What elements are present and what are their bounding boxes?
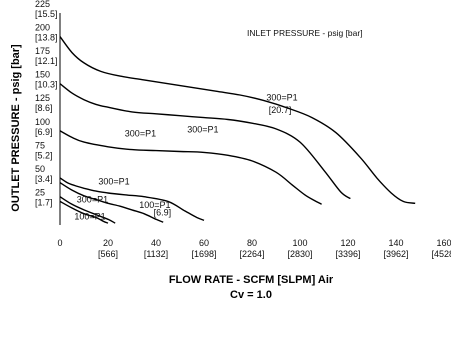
- y-tick-label: 150: [35, 70, 50, 80]
- pressure-curve: [59, 196, 116, 224]
- x-tick-label: 140: [388, 238, 403, 248]
- legend-title: INLET PRESSURE - psig [bar]: [247, 28, 363, 38]
- x-tick-sub-label: [3396]: [335, 249, 360, 259]
- pressure-curve: [59, 200, 109, 224]
- x-axis-ticks: 0 20[566] 40[1132] 60[1698] 80[2264] 100[2830…: [57, 238, 451, 259]
- x-tick-sub-label: [2264]: [239, 249, 264, 259]
- y-tick-label: 175: [35, 46, 50, 56]
- curve-label: 100=P1: [74, 211, 105, 221]
- x-tick-label: 20: [103, 238, 113, 248]
- pressure-curve: [59, 83, 351, 200]
- y-tick-label: 125: [35, 93, 50, 103]
- x-tick-sub-label: [3962]: [383, 249, 408, 259]
- y-axis-ticks: 25[1.7] 50[3.4] 75[5.2] 100[6.9] 125[8.6] 150…: [35, 0, 58, 207]
- y-tick-sub-label: [1.7]: [35, 197, 53, 207]
- curve-label: 300=P1: [125, 128, 156, 138]
- y-tick-label: 100: [35, 117, 50, 127]
- pressure-curve: [59, 130, 322, 205]
- curve-label-group: 300=P1 [20.7] 300=P1 300=P1 300=P1 300=P1 100=…: [74, 93, 297, 222]
- chart-subtitle: Cv = 1.0: [230, 289, 272, 301]
- y-tick-label: 225: [35, 0, 50, 9]
- y-tick-sub-label: [15.5]: [35, 9, 58, 19]
- y-tick-label: 200: [35, 23, 50, 33]
- x-tick-label: 60: [199, 238, 209, 248]
- curve-label: 300=P1: [266, 93, 297, 103]
- y-tick-sub-label: [5.2]: [35, 150, 53, 160]
- x-tick-sub-label: [1698]: [191, 249, 216, 259]
- y-tick-sub-label: [10.3]: [35, 80, 58, 90]
- x-tick-label: 40: [151, 238, 161, 248]
- pressure-curve: [59, 177, 205, 221]
- pressure-curve: [59, 36, 416, 204]
- y-tick-label: 50: [35, 164, 45, 174]
- x-tick-sub-label: [1132]: [144, 249, 168, 259]
- x-tick-sub-label: [566]: [98, 249, 118, 259]
- x-tick-sub-label: [2830]: [287, 249, 312, 259]
- x-tick-label: 100: [292, 238, 307, 248]
- x-tick-label: 80: [247, 238, 257, 248]
- x-axis-title: FLOW RATE - SCFM [SLPM] Air: [169, 274, 334, 286]
- curve-label: 300=P1: [77, 194, 108, 204]
- curve-group: [59, 36, 416, 224]
- y-tick-sub-label: [8.6]: [35, 103, 53, 113]
- curve-label: [20.7]: [269, 105, 292, 115]
- pressure-curve: [59, 182, 164, 223]
- curve-label: 300=P1: [98, 176, 129, 186]
- curve-label: 300=P1: [187, 125, 218, 135]
- x-tick-label: 120: [340, 238, 355, 248]
- y-tick-label: 25: [35, 187, 45, 197]
- y-tick-label: 75: [35, 140, 45, 150]
- y-tick-sub-label: [12.1]: [35, 56, 58, 66]
- curve-label: 100=P1: [139, 200, 170, 210]
- y-tick-sub-label: [13.8]: [35, 33, 58, 43]
- x-tick-sub-label: [4528]: [431, 249, 451, 259]
- y-axis-title: OUTLET PRESSURE - psig [bar]: [10, 44, 22, 212]
- curve-label: [6.9]: [154, 208, 172, 218]
- x-tick-label: 0: [57, 238, 62, 248]
- y-tick-sub-label: [6.9]: [35, 127, 53, 137]
- y-tick-sub-label: [3.4]: [35, 174, 53, 184]
- x-tick-label: 160: [436, 238, 451, 248]
